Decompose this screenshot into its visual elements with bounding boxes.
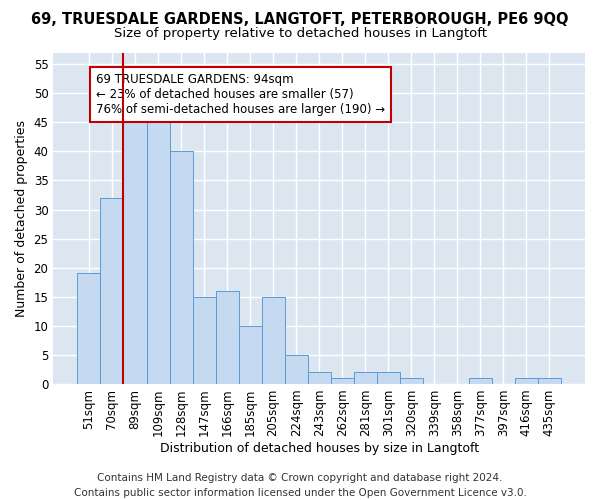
Text: 69, TRUESDALE GARDENS, LANGTOFT, PETERBOROUGH, PE6 9QQ: 69, TRUESDALE GARDENS, LANGTOFT, PETERBO… [31, 12, 569, 28]
Bar [170, 152, 193, 384]
Bar [400, 378, 423, 384]
Bar [193, 296, 215, 384]
Bar [124, 122, 146, 384]
Bar [469, 378, 492, 384]
Bar [262, 296, 284, 384]
Text: 69 TRUESDALE GARDENS: 94sqm
← 23% of detached houses are smaller (57)
76% of sem: 69 TRUESDALE GARDENS: 94sqm ← 23% of det… [96, 73, 385, 116]
Bar [377, 372, 400, 384]
X-axis label: Distribution of detached houses by size in Langtoft: Distribution of detached houses by size … [160, 442, 479, 455]
Y-axis label: Number of detached properties: Number of detached properties [15, 120, 28, 316]
Bar [146, 116, 170, 384]
Text: Size of property relative to detached houses in Langtoft: Size of property relative to detached ho… [113, 28, 487, 40]
Bar [538, 378, 561, 384]
Bar [100, 198, 124, 384]
Bar [284, 355, 308, 384]
Bar [515, 378, 538, 384]
Bar [331, 378, 353, 384]
Bar [239, 326, 262, 384]
Text: Contains HM Land Registry data © Crown copyright and database right 2024.
Contai: Contains HM Land Registry data © Crown c… [74, 472, 526, 498]
Bar [353, 372, 377, 384]
Bar [215, 291, 239, 384]
Bar [308, 372, 331, 384]
Bar [77, 274, 100, 384]
